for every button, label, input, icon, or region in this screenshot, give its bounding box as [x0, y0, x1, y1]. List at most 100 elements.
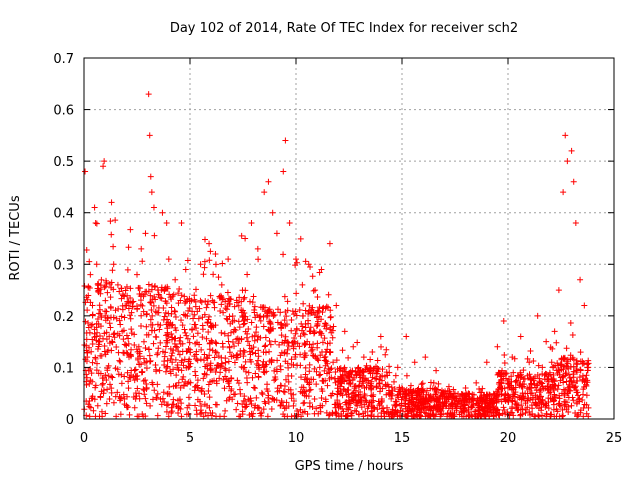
- data-point: [262, 334, 269, 341]
- data-point: [106, 280, 113, 287]
- data-point: [205, 381, 212, 388]
- data-point: [568, 378, 575, 385]
- data-point: [125, 244, 132, 251]
- data-point: [117, 395, 124, 402]
- data-point: [582, 379, 589, 386]
- data-point: [300, 300, 307, 307]
- data-point: [91, 204, 98, 211]
- data-point: [224, 316, 231, 323]
- data-point: [564, 158, 571, 165]
- data-point: [184, 257, 191, 264]
- data-point: [307, 328, 314, 335]
- data-point: [234, 351, 241, 358]
- data-point: [205, 388, 212, 395]
- data-point: [162, 368, 169, 375]
- data-point: [322, 362, 329, 369]
- data-point: [187, 349, 194, 356]
- data-point: [174, 344, 181, 351]
- data-point: [222, 305, 229, 312]
- data-point: [201, 236, 208, 243]
- data-point: [240, 353, 247, 360]
- data-point: [257, 313, 264, 320]
- data-point: [389, 387, 396, 394]
- data-point: [94, 402, 101, 409]
- data-point: [246, 412, 253, 419]
- data-point: [194, 330, 201, 337]
- data-point: [352, 392, 359, 399]
- data-point: [117, 358, 124, 365]
- data-point: [190, 333, 197, 340]
- data-point: [245, 396, 252, 403]
- data-point: [478, 389, 485, 396]
- data-point: [410, 401, 417, 408]
- data-point: [223, 397, 230, 404]
- data-point: [350, 343, 357, 350]
- data-point: [490, 390, 497, 397]
- data-point: [300, 400, 307, 407]
- data-point: [132, 366, 139, 373]
- data-point: [249, 374, 256, 381]
- data-point: [293, 312, 300, 319]
- data-point: [314, 344, 321, 351]
- data-point: [124, 393, 131, 400]
- data-point: [301, 350, 308, 357]
- data-point: [337, 390, 344, 397]
- data-point: [549, 345, 556, 352]
- data-point: [171, 340, 178, 347]
- data-point: [564, 384, 571, 391]
- data-point: [383, 391, 390, 398]
- data-point: [159, 209, 166, 216]
- data-point: [142, 377, 149, 384]
- data-point: [206, 346, 213, 353]
- data-point: [303, 376, 310, 383]
- data-point: [221, 365, 228, 372]
- data-point: [175, 366, 182, 373]
- data-point: [299, 281, 306, 288]
- data-point: [529, 405, 536, 412]
- data-point: [267, 341, 274, 348]
- data-point: [335, 413, 342, 420]
- data-point: [469, 391, 476, 398]
- data-point: [212, 261, 219, 268]
- data-point: [354, 402, 361, 409]
- data-point: [86, 397, 93, 404]
- data-point: [507, 409, 514, 416]
- data-point: [315, 318, 322, 325]
- data-point: [247, 351, 254, 358]
- data-point: [563, 370, 570, 377]
- data-point: [191, 387, 198, 394]
- data-point: [363, 362, 370, 369]
- data-point: [168, 409, 175, 416]
- data-point: [309, 304, 316, 311]
- data-point: [265, 178, 272, 185]
- data-point: [143, 365, 150, 372]
- data-point: [302, 307, 309, 314]
- data-point: [301, 331, 308, 338]
- data-point: [518, 402, 525, 409]
- data-point: [169, 334, 176, 341]
- data-point: [103, 279, 110, 286]
- data-point: [93, 360, 100, 367]
- y-tick-label: 0: [66, 413, 74, 428]
- data-point: [231, 303, 238, 310]
- data-point: [139, 302, 146, 309]
- data-point: [299, 389, 306, 396]
- data-point: [371, 405, 378, 412]
- data-point: [127, 285, 134, 292]
- data-point: [469, 396, 476, 403]
- data-point: [95, 287, 102, 294]
- data-point: [172, 276, 179, 283]
- data-point: [461, 401, 468, 408]
- data-point: [136, 290, 143, 297]
- data-point: [309, 352, 316, 359]
- data-point: [261, 369, 268, 376]
- data-point: [333, 302, 340, 309]
- data-point: [464, 391, 471, 398]
- data-point: [103, 329, 110, 336]
- data-point: [583, 410, 590, 417]
- data-point: [534, 372, 541, 379]
- data-point: [305, 261, 312, 268]
- data-point: [219, 360, 226, 367]
- data-point: [453, 395, 460, 402]
- data-point: [164, 357, 171, 364]
